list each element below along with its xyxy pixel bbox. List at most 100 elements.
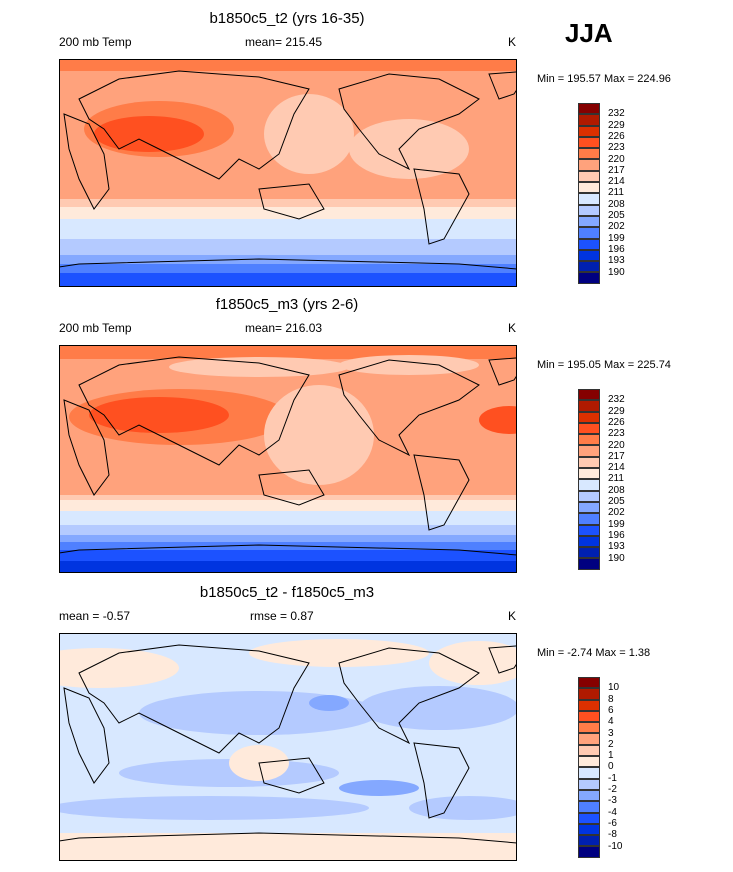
colorbar-box (578, 710, 600, 723)
map-border (59, 345, 517, 573)
panel-center-label: mean= 215.45 (245, 35, 323, 49)
colorbar-box (578, 756, 600, 768)
contour-blob (169, 357, 349, 377)
map-svg (59, 345, 517, 573)
colorbar-box (578, 193, 600, 205)
coastline (59, 258, 517, 287)
coastline (78, 70, 310, 180)
colorbar-box (578, 400, 600, 412)
contour-blob (264, 385, 374, 485)
colorbar-label: 193 (608, 541, 625, 553)
contour-blob (89, 397, 229, 433)
colorbar-box (578, 801, 600, 813)
coastline (258, 469, 325, 506)
colorbar-label: 205 (608, 210, 625, 221)
colorbar-label: 211 (608, 187, 624, 199)
coastline (413, 168, 470, 245)
panel-units-label: K (508, 609, 517, 623)
colorbar-box (578, 170, 600, 183)
map-panel (59, 633, 517, 861)
colorbar-box (578, 114, 600, 126)
contour-band (59, 207, 517, 221)
coastline (338, 73, 480, 171)
colorbar-box (578, 422, 600, 435)
contour-band (59, 511, 517, 525)
colorbar-label: -8 (608, 829, 617, 841)
coastline (258, 183, 325, 220)
colorbar-box (578, 558, 600, 570)
coastline (78, 644, 310, 754)
colorbar-box (578, 699, 600, 711)
colorbar-label: 232 (608, 108, 625, 120)
colorbar-box (578, 272, 600, 284)
panel-left-label: mean = -0.57 (59, 609, 131, 623)
colorbar-label: 217 (608, 450, 625, 462)
panel-center-label: rmse = 0.87 (250, 609, 314, 623)
colorbar-label: 223 (608, 428, 625, 440)
colorbar-box (578, 249, 600, 262)
colorbar-label: 208 (608, 198, 625, 210)
colorbar-label: 202 (608, 507, 625, 519)
colorbar-label: 10 (608, 682, 620, 694)
colorbar-box (578, 468, 600, 480)
contour-blob (339, 355, 479, 375)
colorbar-label: 226 (608, 416, 625, 428)
coastline (63, 399, 110, 496)
contour-band (59, 273, 517, 287)
contour-band (59, 561, 517, 573)
colorbar (578, 677, 600, 858)
coastline (488, 357, 517, 386)
colorbar-box (578, 535, 600, 548)
colorbar-box (578, 148, 600, 160)
colorbar-box (578, 125, 600, 137)
colorbar-box (578, 389, 600, 401)
colorbar-box (578, 136, 600, 149)
colorbar-label: 199 (608, 518, 625, 530)
contour-band (59, 239, 517, 255)
colorbar-label: 229 (608, 119, 625, 131)
colorbar-box (578, 846, 600, 858)
colorbar-box (578, 238, 600, 250)
colorbar-label: 193 (608, 255, 625, 267)
contour-blob (359, 686, 517, 730)
contour-band (59, 59, 517, 71)
colorbar-label: -1 (608, 772, 617, 784)
colorbar-box (578, 778, 600, 790)
coastline (488, 645, 517, 674)
colorbar-box (578, 182, 600, 194)
contour-blob (309, 695, 349, 711)
colorbar-label: 3 (608, 727, 614, 739)
contour-blob (349, 119, 469, 179)
contour-band (59, 833, 517, 861)
contour-blob (264, 94, 354, 174)
colorbar-box (578, 733, 600, 745)
colorbar-label: 0 (608, 761, 614, 773)
min-max-label: Min = 195.57 Max = 224.96 (537, 73, 671, 85)
colorbar-label: 202 (608, 221, 625, 233)
colorbar-label: 220 (608, 153, 625, 165)
colorbar-box (578, 677, 600, 689)
contour-blob (119, 759, 339, 787)
contour-band (59, 535, 517, 542)
colorbar-box (578, 501, 600, 514)
coastline (59, 832, 517, 861)
panel-title: b1850c5_t2 - f1850c5_m3 (199, 584, 375, 601)
colorbar-label: 208 (608, 484, 625, 496)
colorbar-box (578, 456, 600, 469)
contour-band (59, 219, 517, 239)
colorbar-label: 8 (608, 693, 614, 705)
colorbar-label: 217 (608, 164, 625, 176)
colorbar-label: 1 (608, 750, 614, 762)
contour-blob (409, 796, 517, 820)
colorbar-box (578, 767, 600, 779)
colorbar-box (578, 445, 600, 457)
colorbar-box (578, 688, 600, 700)
map-panel (59, 59, 517, 287)
coastline (59, 544, 517, 573)
panel-title: f1850c5_m3 (yrs 2-6) (215, 296, 359, 313)
map-svg (59, 633, 517, 861)
colorbar-label: 190 (608, 552, 625, 564)
colorbar-box (578, 835, 600, 847)
map-border (59, 59, 517, 287)
